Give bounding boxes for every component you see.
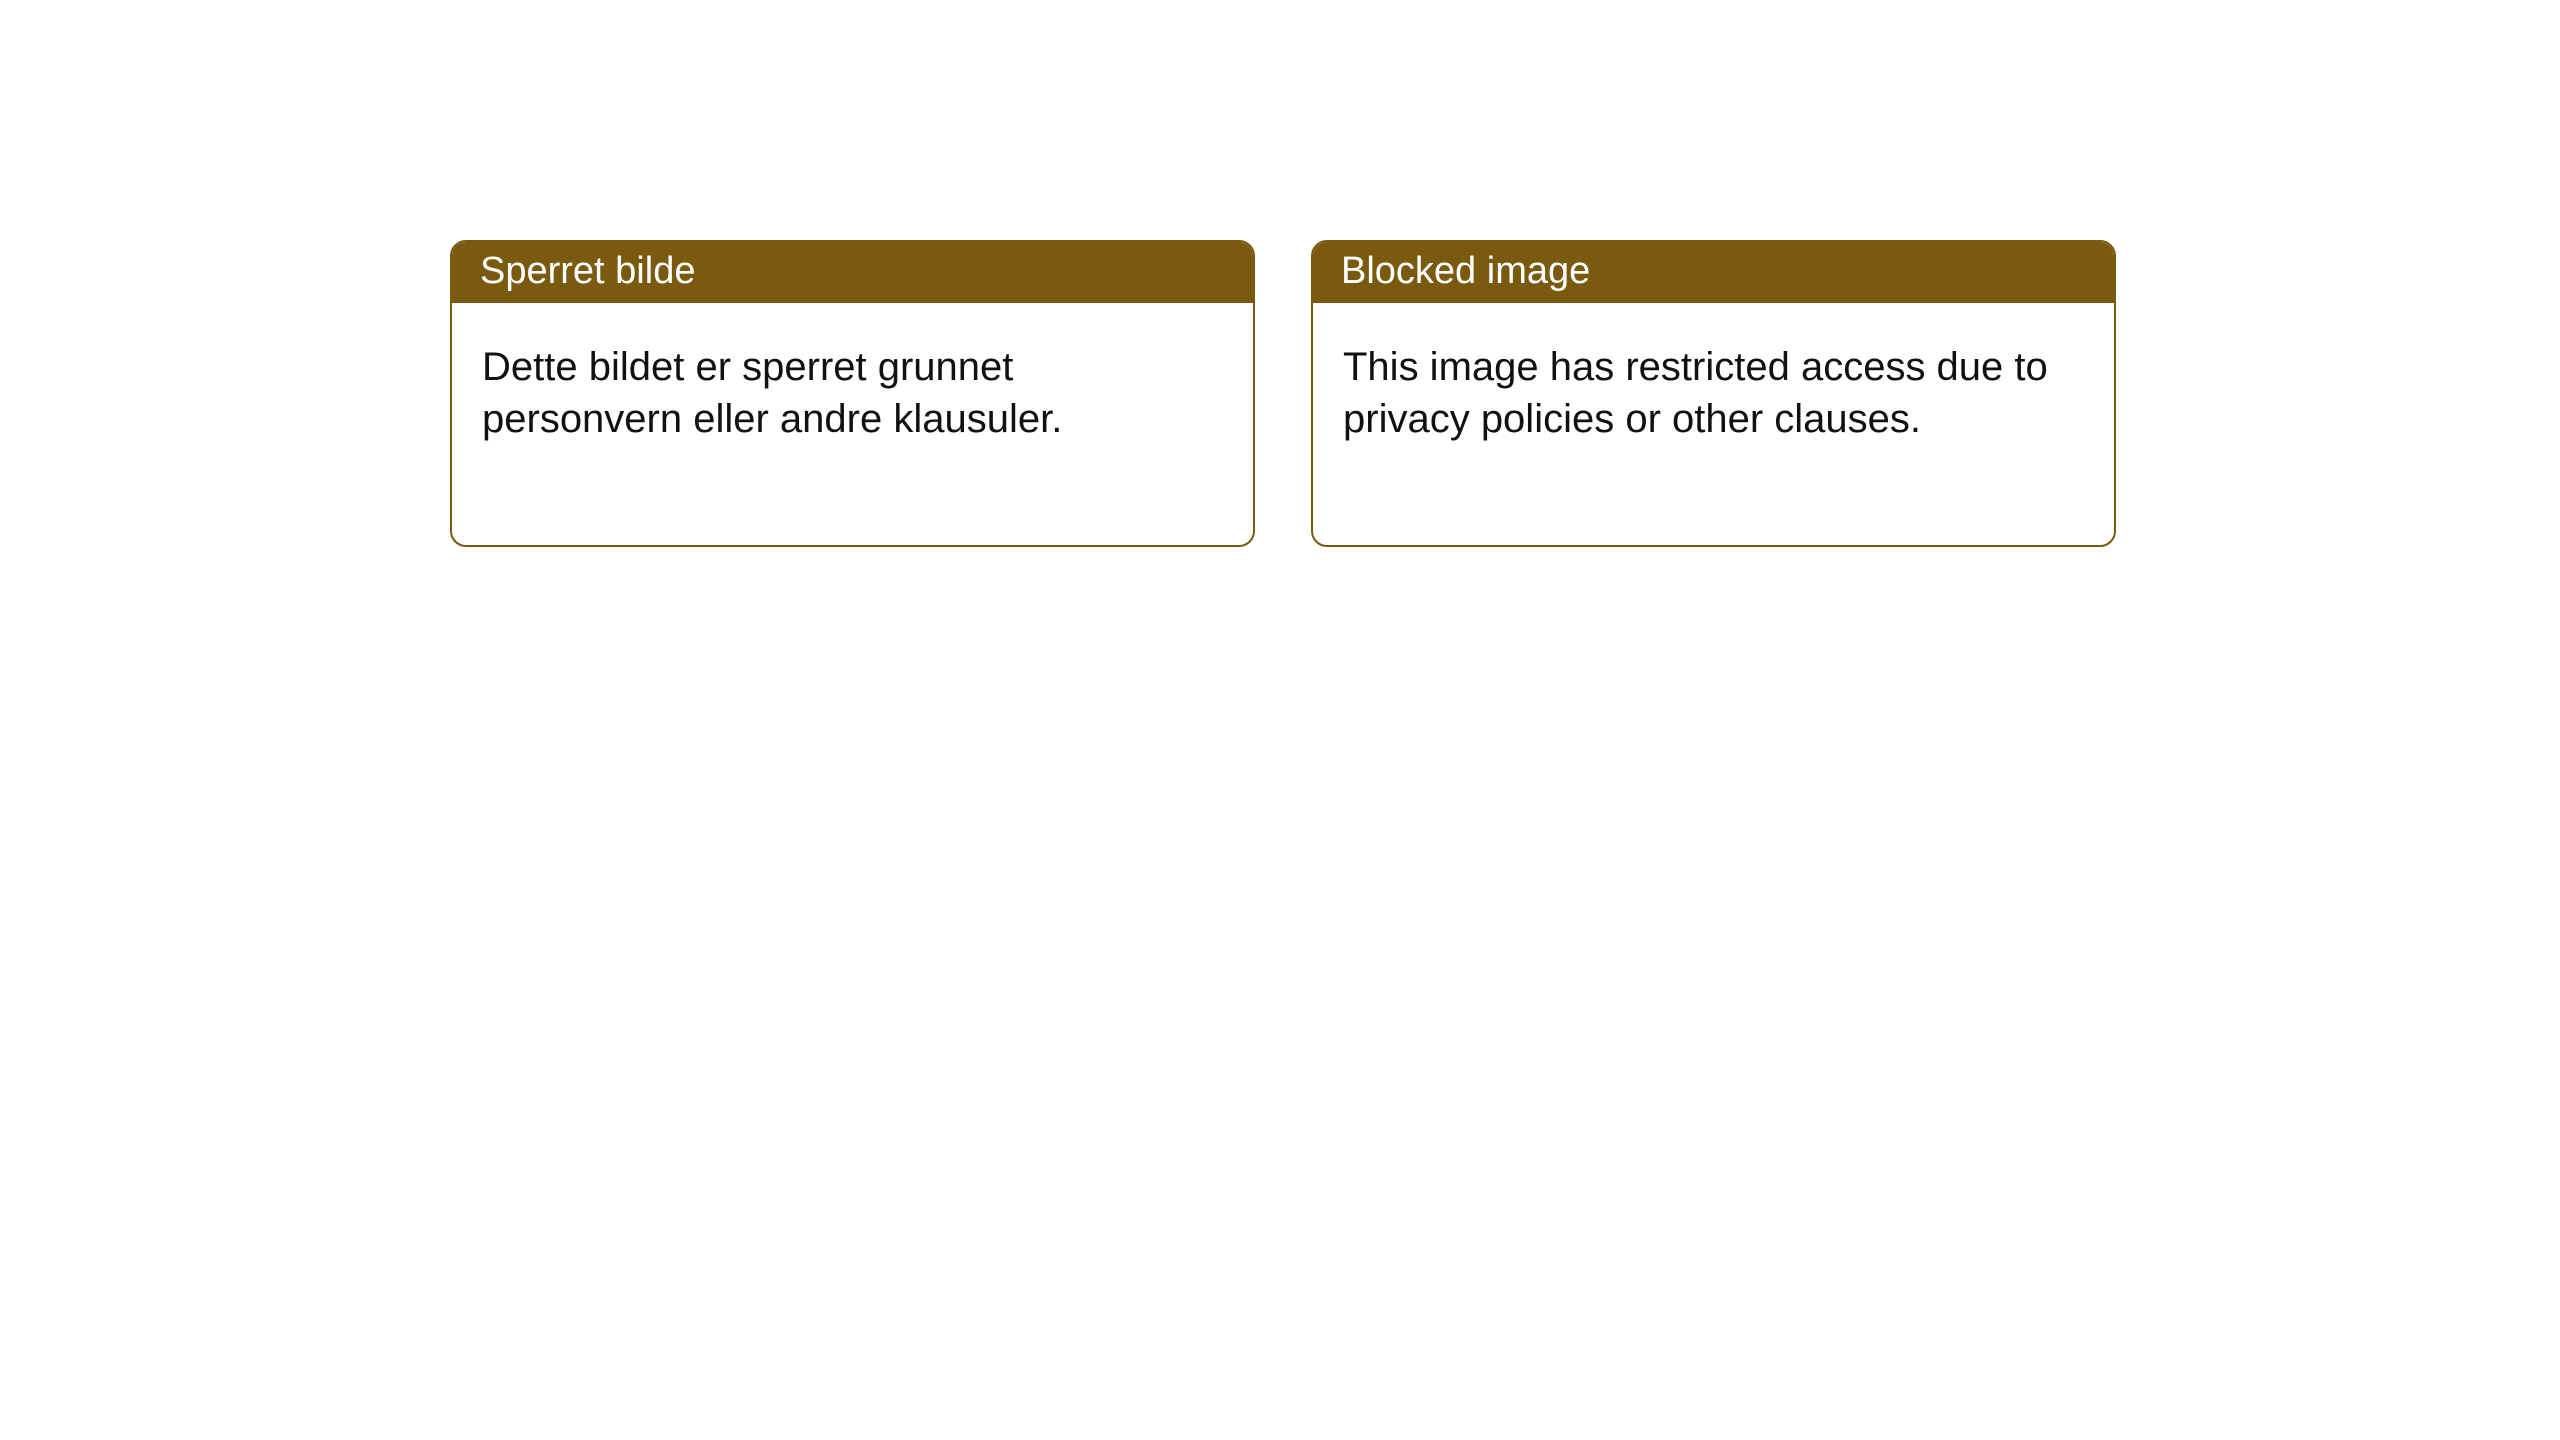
notice-box-norwegian: Sperret bilde Dette bildet er sperret gr… [450,240,1255,547]
notice-title-english: Blocked image [1313,242,2114,303]
notice-box-english: Blocked image This image has restricted … [1311,240,2116,547]
notice-title-norwegian: Sperret bilde [452,242,1253,303]
notice-body-norwegian: Dette bildet er sperret grunnet personve… [452,303,1253,545]
notice-container: Sperret bilde Dette bildet er sperret gr… [0,0,2560,547]
notice-body-english: This image has restricted access due to … [1313,303,2114,545]
